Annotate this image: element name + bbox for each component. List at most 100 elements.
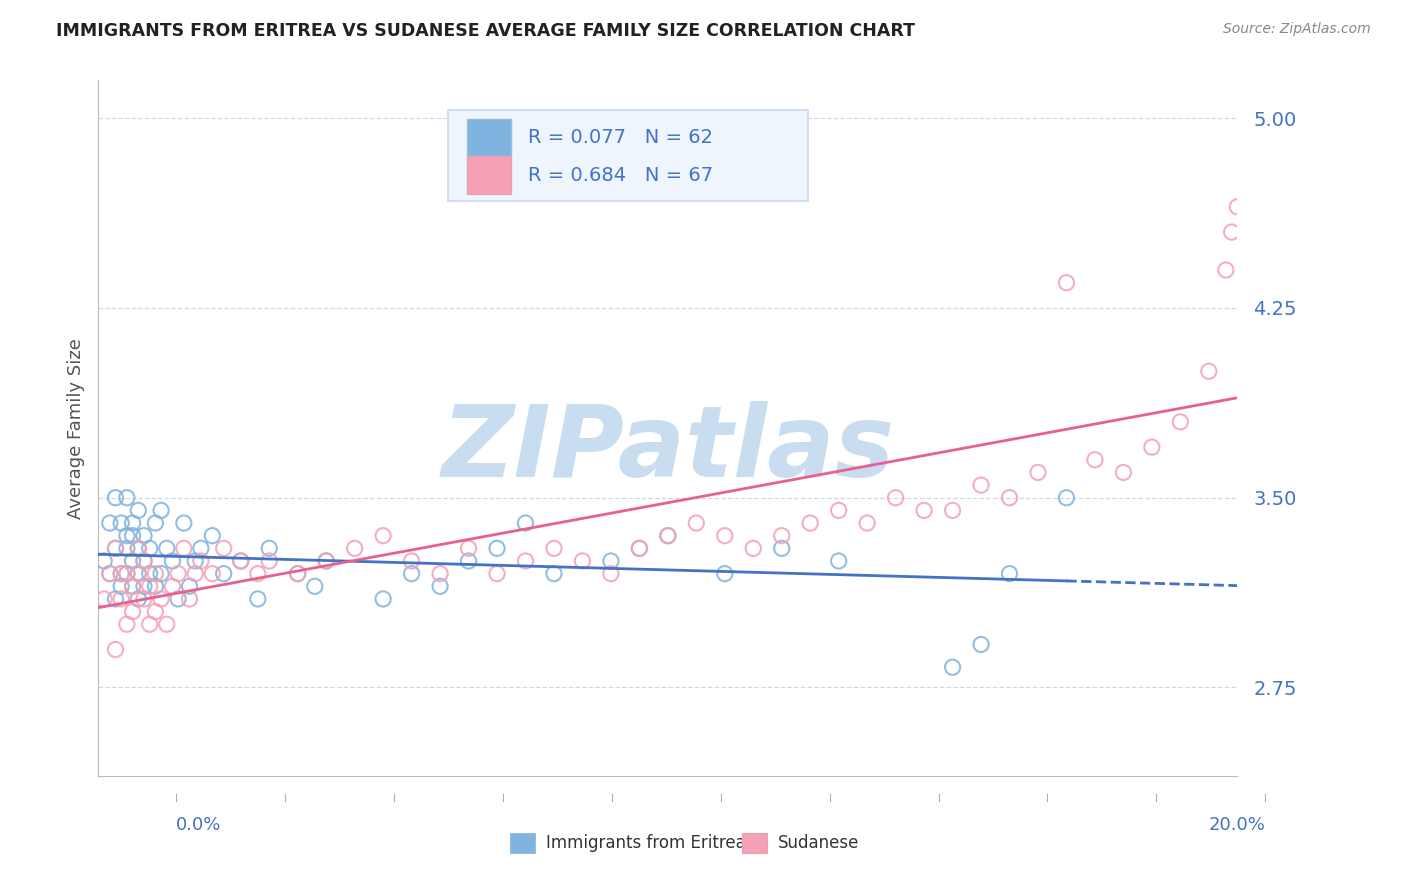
Point (856, 516, 879, 530)
Point (127, 566, 149, 581)
Text: Sudanese: Sudanese (779, 834, 859, 852)
Point (179, 579, 201, 593)
Point (685, 516, 707, 530)
Point (942, 503, 965, 517)
Point (98, 516, 121, 530)
Point (138, 617, 160, 632)
Point (315, 554, 337, 568)
Point (970, 478, 993, 492)
Point (600, 566, 623, 581)
Point (315, 554, 337, 568)
Point (304, 579, 326, 593)
Point (998, 491, 1021, 505)
Point (628, 541, 651, 556)
Point (173, 516, 195, 530)
Point (828, 554, 851, 568)
Point (515, 554, 537, 568)
Point (1112, 466, 1135, 480)
Point (401, 566, 423, 581)
Point (201, 566, 224, 581)
Point (515, 516, 537, 530)
Point (127, 503, 149, 517)
Point (942, 660, 965, 674)
Text: IMMIGRANTS FROM ERITREA VS SUDANESE AVERAGE FAMILY SIZE CORRELATION CHART: IMMIGRANTS FROM ERITREA VS SUDANESE AVER… (56, 22, 915, 40)
Point (115, 541, 138, 556)
Point (167, 566, 190, 581)
Point (127, 591, 149, 606)
Point (373, 529, 395, 543)
Point (115, 566, 138, 581)
Point (132, 554, 155, 568)
Point (401, 554, 423, 568)
Point (121, 579, 143, 593)
Point (429, 579, 451, 593)
Point (212, 566, 235, 581)
Point (98, 566, 121, 581)
Text: ZIPatlas: ZIPatlas (441, 401, 894, 498)
Point (104, 591, 127, 606)
Point (110, 566, 132, 581)
Point (179, 591, 201, 606)
Point (600, 554, 623, 568)
Point (150, 503, 173, 517)
Point (457, 554, 479, 568)
Point (115, 617, 138, 632)
Point (115, 566, 138, 581)
Point (486, 566, 509, 581)
Point (110, 566, 132, 581)
Point (657, 529, 679, 543)
Point (121, 554, 143, 568)
Point (1026, 466, 1049, 480)
Text: Immigrants from Eritrea: Immigrants from Eritrea (546, 834, 747, 852)
Point (145, 566, 167, 581)
Point (1084, 452, 1107, 467)
Point (190, 554, 212, 568)
Point (184, 554, 207, 568)
Text: 20.0%: 20.0% (1209, 816, 1265, 834)
Point (93, 554, 115, 568)
Point (127, 541, 149, 556)
Point (287, 566, 309, 581)
Point (212, 541, 235, 556)
Point (259, 541, 281, 556)
Point (246, 591, 269, 606)
Point (145, 516, 167, 530)
Point (167, 591, 190, 606)
Point (138, 541, 160, 556)
Point (138, 566, 160, 581)
Point (1170, 415, 1192, 429)
Point (1056, 491, 1078, 505)
Point (156, 617, 179, 632)
Point (429, 566, 451, 581)
Point (110, 591, 132, 606)
FancyBboxPatch shape (467, 156, 510, 194)
Point (998, 566, 1021, 581)
Point (173, 541, 195, 556)
Point (132, 554, 155, 568)
Point (571, 554, 593, 568)
Point (115, 491, 138, 505)
Point (145, 605, 167, 619)
Point (104, 541, 127, 556)
Y-axis label: Average Family Size: Average Family Size (66, 338, 84, 518)
Point (246, 566, 269, 581)
Point (132, 579, 155, 593)
Point (121, 529, 143, 543)
Point (970, 638, 993, 652)
Point (770, 541, 793, 556)
Point (373, 591, 395, 606)
Point (115, 529, 138, 543)
Point (127, 566, 149, 581)
Point (104, 491, 127, 505)
Point (343, 541, 366, 556)
Point (110, 579, 132, 593)
Point (104, 541, 127, 556)
Point (742, 541, 765, 556)
Point (543, 566, 565, 581)
Text: Source: ZipAtlas.com: Source: ZipAtlas.com (1223, 22, 1371, 37)
Point (1226, 200, 1249, 214)
Point (98, 566, 121, 581)
Point (1140, 440, 1163, 454)
Point (132, 529, 155, 543)
Point (770, 529, 793, 543)
